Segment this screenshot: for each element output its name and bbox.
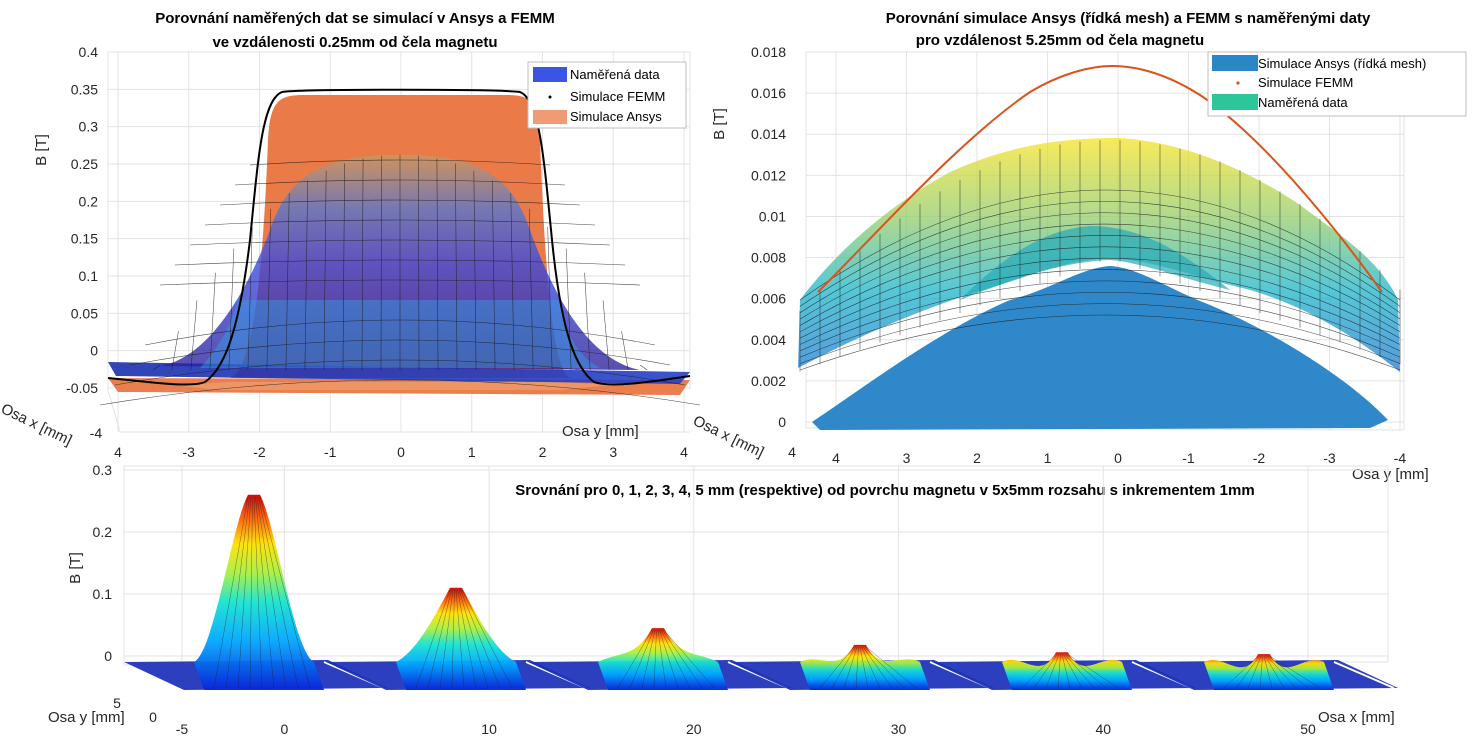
left-chart: Porovnání naměřených dat se simulací v A… xyxy=(0,10,700,460)
bottom-x2label: Osa y [mm] xyxy=(48,709,125,726)
bottom-chart: Srovnání pro 0, 1, 2, 3, 4, 5 mm (respek… xyxy=(48,462,1398,737)
bottom-xtick: 0 xyxy=(280,721,288,737)
left-xtick: -2 xyxy=(253,444,266,460)
right-x2label: Osa y [mm] xyxy=(1352,466,1429,483)
bottom-ztick: 0.1 xyxy=(93,586,113,602)
bottom-ylabel: B [T] xyxy=(67,552,84,584)
left-ylabel: B [T] xyxy=(33,134,50,166)
left-legend: Naměřená data Simulace FEMM Simulace Ans… xyxy=(528,62,686,128)
right-xtick: 3 xyxy=(903,450,911,466)
legend-swatch-ansys xyxy=(533,110,567,124)
right-xtick: 4 xyxy=(832,450,840,466)
left-ztick: 0.05 xyxy=(71,305,98,321)
right-xtick-corner: 4 xyxy=(788,444,796,460)
bottom-peak-surface xyxy=(194,495,324,690)
right-ztick: 0.008 xyxy=(751,250,786,266)
right-x-ticks: 4 3 2 1 0 -1 -2 -3 -4 4 xyxy=(788,444,1406,466)
left-ztick: 0 xyxy=(90,343,98,359)
left-ztick: -0.05 xyxy=(66,380,98,396)
bottom-ytick-0: 0 xyxy=(149,709,157,725)
left-xtick: 4 xyxy=(680,444,688,460)
bottom-xtick: -5 xyxy=(176,721,189,737)
bottom-xtick: 50 xyxy=(1300,721,1316,737)
left-legend-femm: Simulace FEMM xyxy=(570,89,665,104)
bottom-surfaces xyxy=(124,495,1398,690)
right-xtick: -2 xyxy=(1253,450,1266,466)
bottom-z-ticks: 0.3 0.2 0.1 0 xyxy=(93,462,113,664)
bottom-x-ticks: -5 0 10 20 30 40 50 xyxy=(176,721,1316,737)
legend-swatch-femm xyxy=(549,96,552,99)
bottom-ztick: 0.3 xyxy=(93,462,113,478)
right-ztick: 0.016 xyxy=(751,85,786,101)
bottom-ztick: 0.2 xyxy=(93,524,113,540)
legend-swatch-ansys-r xyxy=(1212,55,1258,71)
left-ztick: 0.1 xyxy=(79,268,99,284)
right-title-line-1: Porovnání simulace Ansys (řídká mesh) a … xyxy=(886,10,1371,27)
left-title-line-2: ve vzdálenosti 0.25mm od čela magnetu xyxy=(212,34,497,51)
left-ztick: 0.4 xyxy=(79,44,99,60)
right-xtick: 2 xyxy=(973,450,981,466)
left-ztick: 0.2 xyxy=(79,193,99,209)
left-ztick: 0.35 xyxy=(71,81,98,97)
right-z-ticks: 0.018 0.016 0.014 0.012 0.01 0.008 0.006 0.004 0… xyxy=(751,44,786,430)
right-ztick: 0.01 xyxy=(759,208,786,224)
right-legend-ansys: Simulace Ansys (řídká mesh) xyxy=(1258,56,1426,71)
right-chart: Porovnání simulace Ansys (řídká mesh) a … xyxy=(690,10,1466,483)
right-xtick: -3 xyxy=(1323,450,1336,466)
right-ztick: 0.006 xyxy=(751,291,786,307)
bottom-xtick: 10 xyxy=(481,721,497,737)
left-xtick: 2 xyxy=(539,444,547,460)
left-title-line-1: Porovnání naměřených dat se simulací v A… xyxy=(155,10,555,27)
left-x2label: Osa y [mm] xyxy=(562,423,639,440)
left-mesh-line xyxy=(640,365,647,370)
right-xlabel: Osa x [mm] xyxy=(690,412,766,461)
left-xtick: -3 xyxy=(183,444,196,460)
right-ylabel: B [T] xyxy=(711,108,728,140)
bottom-xtick: 20 xyxy=(686,721,702,737)
left-legend-measured: Naměřená data xyxy=(570,67,660,82)
left-xtick: 0 xyxy=(397,444,405,460)
bottom-title: Srovnání pro 0, 1, 2, 3, 4, 5 mm (respek… xyxy=(515,482,1254,499)
left-legend-ansys: Simulace Ansys xyxy=(570,109,662,124)
right-xtick: -4 xyxy=(1394,450,1407,466)
right-ztick: 0 xyxy=(778,414,786,430)
left-xtick: 3 xyxy=(609,444,617,460)
left-xlabel: Osa x [mm] xyxy=(0,400,75,449)
legend-swatch-femm-r xyxy=(1236,81,1239,84)
legend-swatch-measured-r xyxy=(1212,94,1258,110)
left-ztick: 0.25 xyxy=(71,156,98,172)
right-legend-femm: Simulace FEMM xyxy=(1258,75,1353,90)
right-title-line-2: pro vzdálenost 5.25mm od čela magnetu xyxy=(916,32,1204,49)
left-xtick-corner: -4 xyxy=(90,425,103,441)
bottom-xtick: 30 xyxy=(891,721,907,737)
bottom-ztick: 0 xyxy=(104,648,112,664)
bottom-xlabel: Osa x [mm] xyxy=(1318,709,1395,726)
legend-swatch-measured xyxy=(533,67,567,82)
left-xtick: 1 xyxy=(468,444,476,460)
bottom-peak-surface xyxy=(598,628,728,690)
right-ztick: 0.012 xyxy=(751,167,786,183)
bottom-xtick: 40 xyxy=(1095,721,1111,737)
right-legend-measured: Naměřená data xyxy=(1258,95,1348,110)
bottom-ytick-5: 5 xyxy=(113,695,121,711)
right-ztick: 0.002 xyxy=(751,373,786,389)
right-xtick: 0 xyxy=(1114,450,1122,466)
right-ztick: 0.004 xyxy=(751,332,786,348)
left-ztick: 0.15 xyxy=(71,231,98,247)
left-xtick: -1 xyxy=(324,444,337,460)
right-xtick: -1 xyxy=(1182,450,1195,466)
right-ztick: 0.018 xyxy=(751,44,786,60)
bottom-peak-surface xyxy=(396,588,526,690)
right-legend: Simulace Ansys (řídká mesh) Simulace FEM… xyxy=(1208,52,1466,116)
left-z-ticks: 0.4 0.35 0.3 0.25 0.2 0.15 0.1 0.05 0 -0.05 xyxy=(66,44,98,396)
left-ztick: 0.3 xyxy=(79,119,99,135)
right-ztick: 0.014 xyxy=(751,126,786,142)
left-xtick: 4 xyxy=(114,444,122,460)
right-xtick: 1 xyxy=(1044,450,1052,466)
